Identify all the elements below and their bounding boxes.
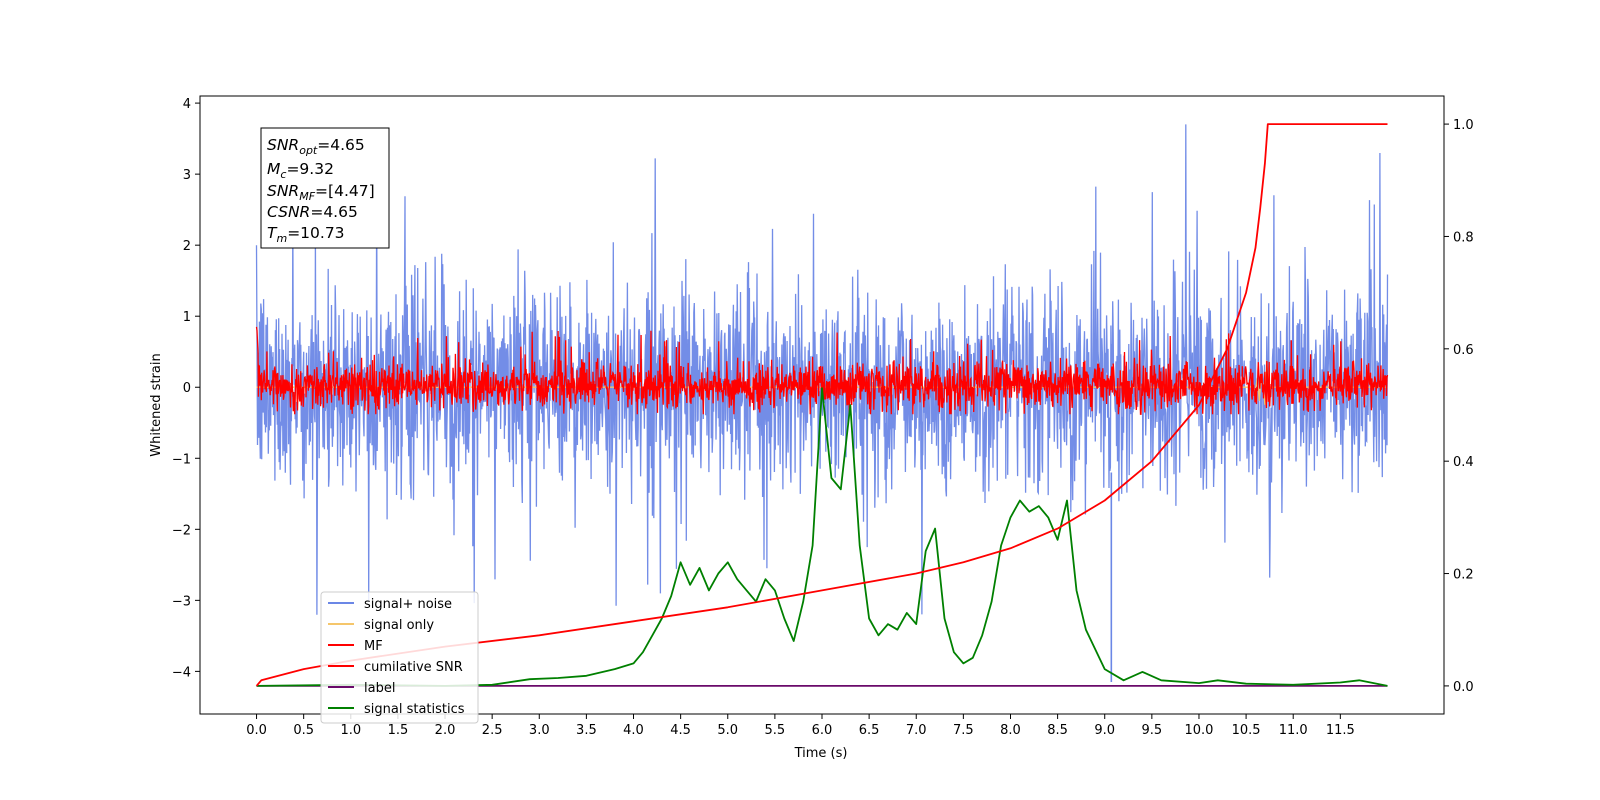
ann-mc: Mc=9.32 [267, 160, 334, 181]
x-tick-label: 6.5 [859, 723, 880, 738]
legend-label: signal only [364, 618, 434, 633]
y-tick-label: −1 [172, 452, 191, 467]
legend-label: cumilative SNR [364, 660, 463, 675]
x-tick-label: 4.0 [623, 723, 644, 738]
legend-label: signal+ noise [364, 597, 452, 612]
y2-tick-label: 0.6 [1453, 343, 1474, 358]
y2-tick-label: 0.8 [1453, 230, 1474, 245]
x-tick-label: 8.0 [1000, 723, 1021, 738]
y2-tick-label: 1.0 [1453, 118, 1474, 133]
legend-frame [320, 591, 479, 724]
ann-tm: Tm=10.73 [267, 224, 345, 245]
legend-label: MF [364, 639, 383, 654]
x-tick-label: 0.0 [246, 723, 267, 738]
x-tick-label: 7.0 [906, 723, 927, 738]
y-tick-label: 4 [183, 97, 191, 112]
x-tick-label: 11.5 [1326, 723, 1355, 738]
legend-label: label [364, 681, 395, 696]
y-tick-label: −4 [172, 665, 191, 680]
x-tick-label: 2.0 [435, 723, 456, 738]
x-tick-label: 11.0 [1279, 723, 1308, 738]
x-tick-label: 9.5 [1142, 723, 1163, 738]
x-tick-label: 5.0 [717, 723, 738, 738]
x-tick-label: 8.5 [1047, 723, 1068, 738]
x-axis-label: Time (s) [794, 746, 848, 761]
x-tick-label: 1.0 [340, 723, 361, 738]
x-tick-label: 1.5 [388, 723, 409, 738]
ann-csnr: CSNR=4.65 [267, 203, 358, 221]
y-tick-label: 2 [183, 239, 191, 254]
ann-snr-mf: SNRMF=[4.47] [267, 182, 375, 203]
x-tick-label: 4.5 [670, 723, 691, 738]
x-tick-label: 3.5 [576, 723, 597, 738]
x-tick-label: 2.5 [482, 723, 503, 738]
x-tick-label: 7.5 [953, 723, 974, 738]
y-tick-label: 0 [183, 381, 191, 396]
series-signal-statistics-line [256, 387, 1388, 687]
y-tick-label: 1 [183, 310, 191, 325]
x-tick-label: 10.5 [1232, 723, 1261, 738]
y2-tick-label: 0.0 [1453, 680, 1474, 695]
x-tick-label: 9.0 [1094, 723, 1115, 738]
x-tick-label: 3.0 [529, 723, 550, 738]
annotation-box: SNRopt=4.65 Mc=9.32 SNRMF=[4.47] CSNR=4.… [260, 127, 390, 249]
x-tick-label: 6.0 [812, 723, 833, 738]
ann-snr-opt: SNRopt=4.65 [267, 136, 365, 157]
y-tick-label: −3 [172, 594, 191, 609]
annotation-frame [260, 127, 390, 249]
y-axis-label: Whitened strain [149, 353, 164, 456]
legend: signal+ noise signal only MF cumilative SNR… [320, 591, 479, 724]
y-tick-label: 3 [183, 168, 191, 183]
x-tick-label: 5.5 [765, 723, 786, 738]
y2-tick-label: 0.2 [1453, 568, 1474, 583]
legend-label: signal statistics [364, 702, 465, 717]
y-tick-label: −2 [172, 523, 191, 538]
y2-tick-label: 0.4 [1453, 455, 1474, 470]
x-tick-label: 0.5 [293, 723, 314, 738]
x-tick-label: 10.0 [1184, 723, 1213, 738]
